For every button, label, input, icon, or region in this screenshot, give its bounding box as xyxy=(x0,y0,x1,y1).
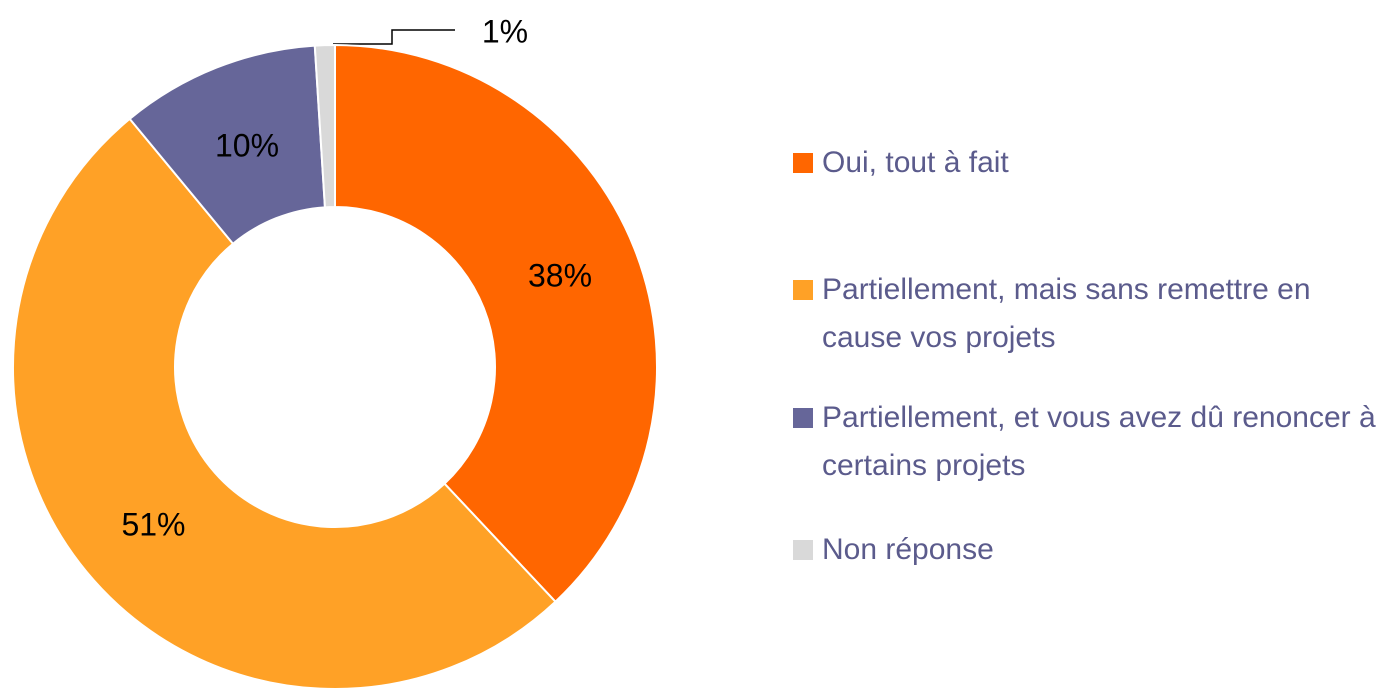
data-label: 1% xyxy=(482,13,528,49)
legend-label: Oui, tout à fait xyxy=(822,146,1009,179)
legend-swatch xyxy=(793,540,813,560)
legend-label: Partiellement, mais sans remettre en cau… xyxy=(822,273,1311,354)
donut-slice xyxy=(12,117,557,689)
legend-swatch xyxy=(793,153,813,173)
legend-swatch xyxy=(793,408,813,428)
legend-swatch xyxy=(793,280,813,300)
legend-item: Non réponse xyxy=(793,526,1387,574)
data-label: 51% xyxy=(121,506,185,542)
donut-slice xyxy=(313,43,336,209)
data-label: 10% xyxy=(215,127,279,163)
legend-item: Oui, tout à fait xyxy=(793,139,1387,187)
legend-label: Non réponse xyxy=(822,533,994,566)
leader-line xyxy=(333,29,455,45)
data-label: 38% xyxy=(528,257,592,293)
chart: 38% 51% 10% 1% xyxy=(12,13,658,689)
legend-item: Partiellement, mais sans remettre en cau… xyxy=(793,266,1387,362)
legend-item: Partiellement, et vous avez dû renoncer … xyxy=(793,394,1396,490)
legend-label: Partiellement, et vous avez dû renoncer … xyxy=(822,401,1376,482)
donut-slice xyxy=(334,43,658,604)
